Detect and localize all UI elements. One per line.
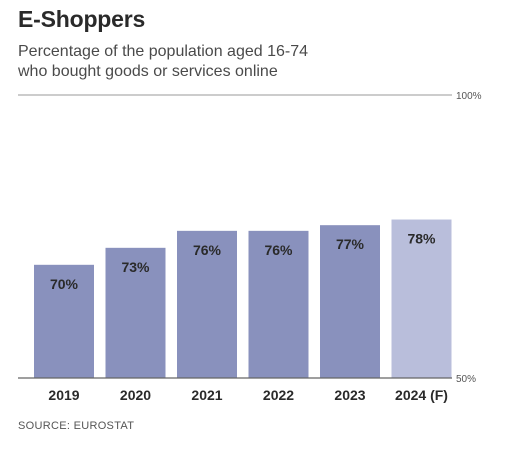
category-label: 2021 <box>191 387 222 403</box>
source-note: SOURCE: EUROSTAT <box>18 420 135 432</box>
bar-2022 <box>248 230 309 378</box>
bar-2020 <box>105 247 166 378</box>
data-label: 76% <box>264 242 293 258</box>
bar-2024-F <box>391 219 452 378</box>
bar-2019 <box>34 264 94 378</box>
data-label: 76% <box>193 242 222 258</box>
y-tick-label: 100% <box>456 91 482 102</box>
data-label: 70% <box>50 276 79 292</box>
category-label: 2024 (F) <box>395 387 448 403</box>
data-label: 73% <box>121 259 150 275</box>
bar-2021 <box>177 230 237 378</box>
category-label: 2022 <box>263 387 294 403</box>
data-label: 77% <box>336 236 365 252</box>
category-label: 2023 <box>334 387 365 403</box>
subtitle-line-2: who bought goods or services online <box>18 63 278 80</box>
category-label: 2019 <box>48 387 79 403</box>
data-label: 78% <box>407 231 436 247</box>
chart-title: E-Shoppers <box>18 6 146 32</box>
chart-subtitle: Percentage of the population aged 16-74 … <box>18 42 398 82</box>
subtitle-line-1: Percentage of the population aged 16-74 <box>18 43 309 60</box>
category-label: 2020 <box>120 387 151 403</box>
bar-2023 <box>320 225 380 378</box>
y-tick-label: 50% <box>456 374 476 385</box>
